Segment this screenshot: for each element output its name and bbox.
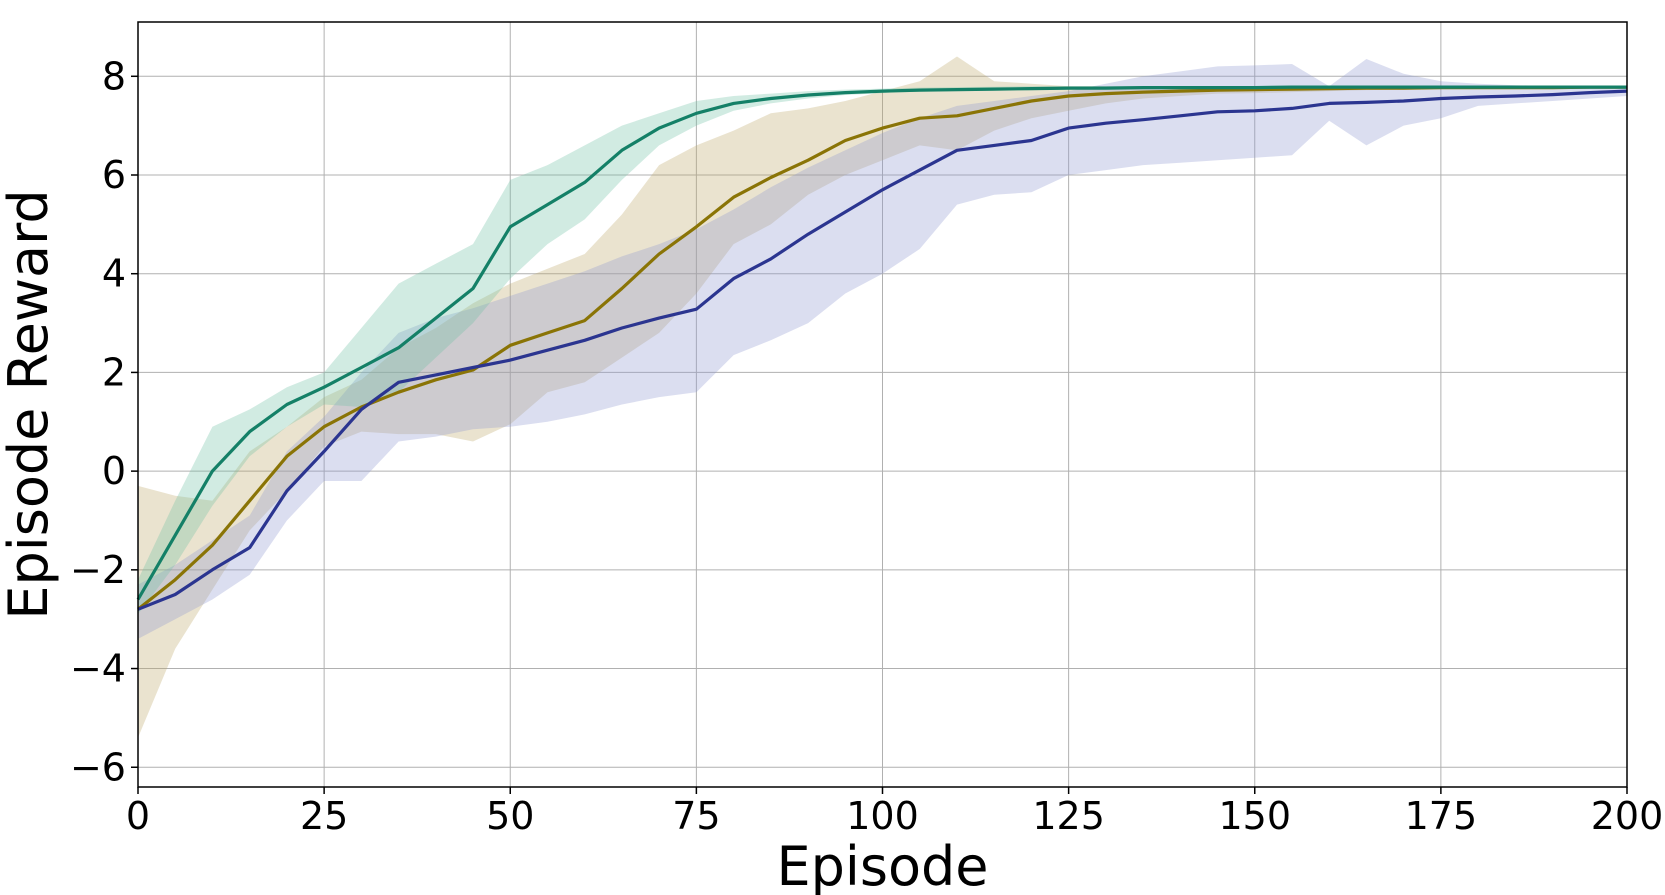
x-tick-label: 0 (126, 794, 150, 838)
y-tick-label: 2 (102, 350, 126, 394)
series-2-band (138, 59, 1627, 639)
series-3-line (136, 85, 1627, 601)
gridlines (137, 22, 1628, 787)
series-1-band (138, 56, 1627, 738)
y-axis-label: Episode Reward (0, 189, 60, 619)
series-2-line (137, 89, 1628, 611)
confidence-bands (138, 56, 1627, 738)
x-tick-label: 75 (672, 794, 720, 838)
y-tick-label: 8 (102, 54, 126, 98)
y-tick-label: 0 (102, 449, 126, 493)
x-tick-label: 200 (1591, 794, 1664, 838)
y-tick-label: −4 (70, 647, 126, 691)
x-tick-label: 100 (846, 794, 919, 838)
y-tick-label: 4 (102, 252, 126, 296)
series-lines (136, 85, 1628, 611)
x-tick-label: 50 (486, 794, 534, 838)
x-tick-label: 125 (1032, 794, 1105, 838)
x-tick-label: 175 (1405, 794, 1478, 838)
y-tick-label: −6 (70, 745, 126, 789)
y-tick-label: 6 (102, 153, 126, 197)
y-tick-label: −2 (70, 548, 126, 592)
series-3-band (138, 86, 1627, 615)
x-tick-label: 25 (300, 794, 348, 838)
x-axis-ticks: 0 25 50 75 100 125 150 175 200 (126, 787, 1663, 838)
y-axis-ticks: −6 −4 −2 0 2 4 6 8 (70, 54, 138, 789)
x-tick-label: 150 (1218, 794, 1291, 838)
x-axis-label: Episode (776, 835, 988, 895)
